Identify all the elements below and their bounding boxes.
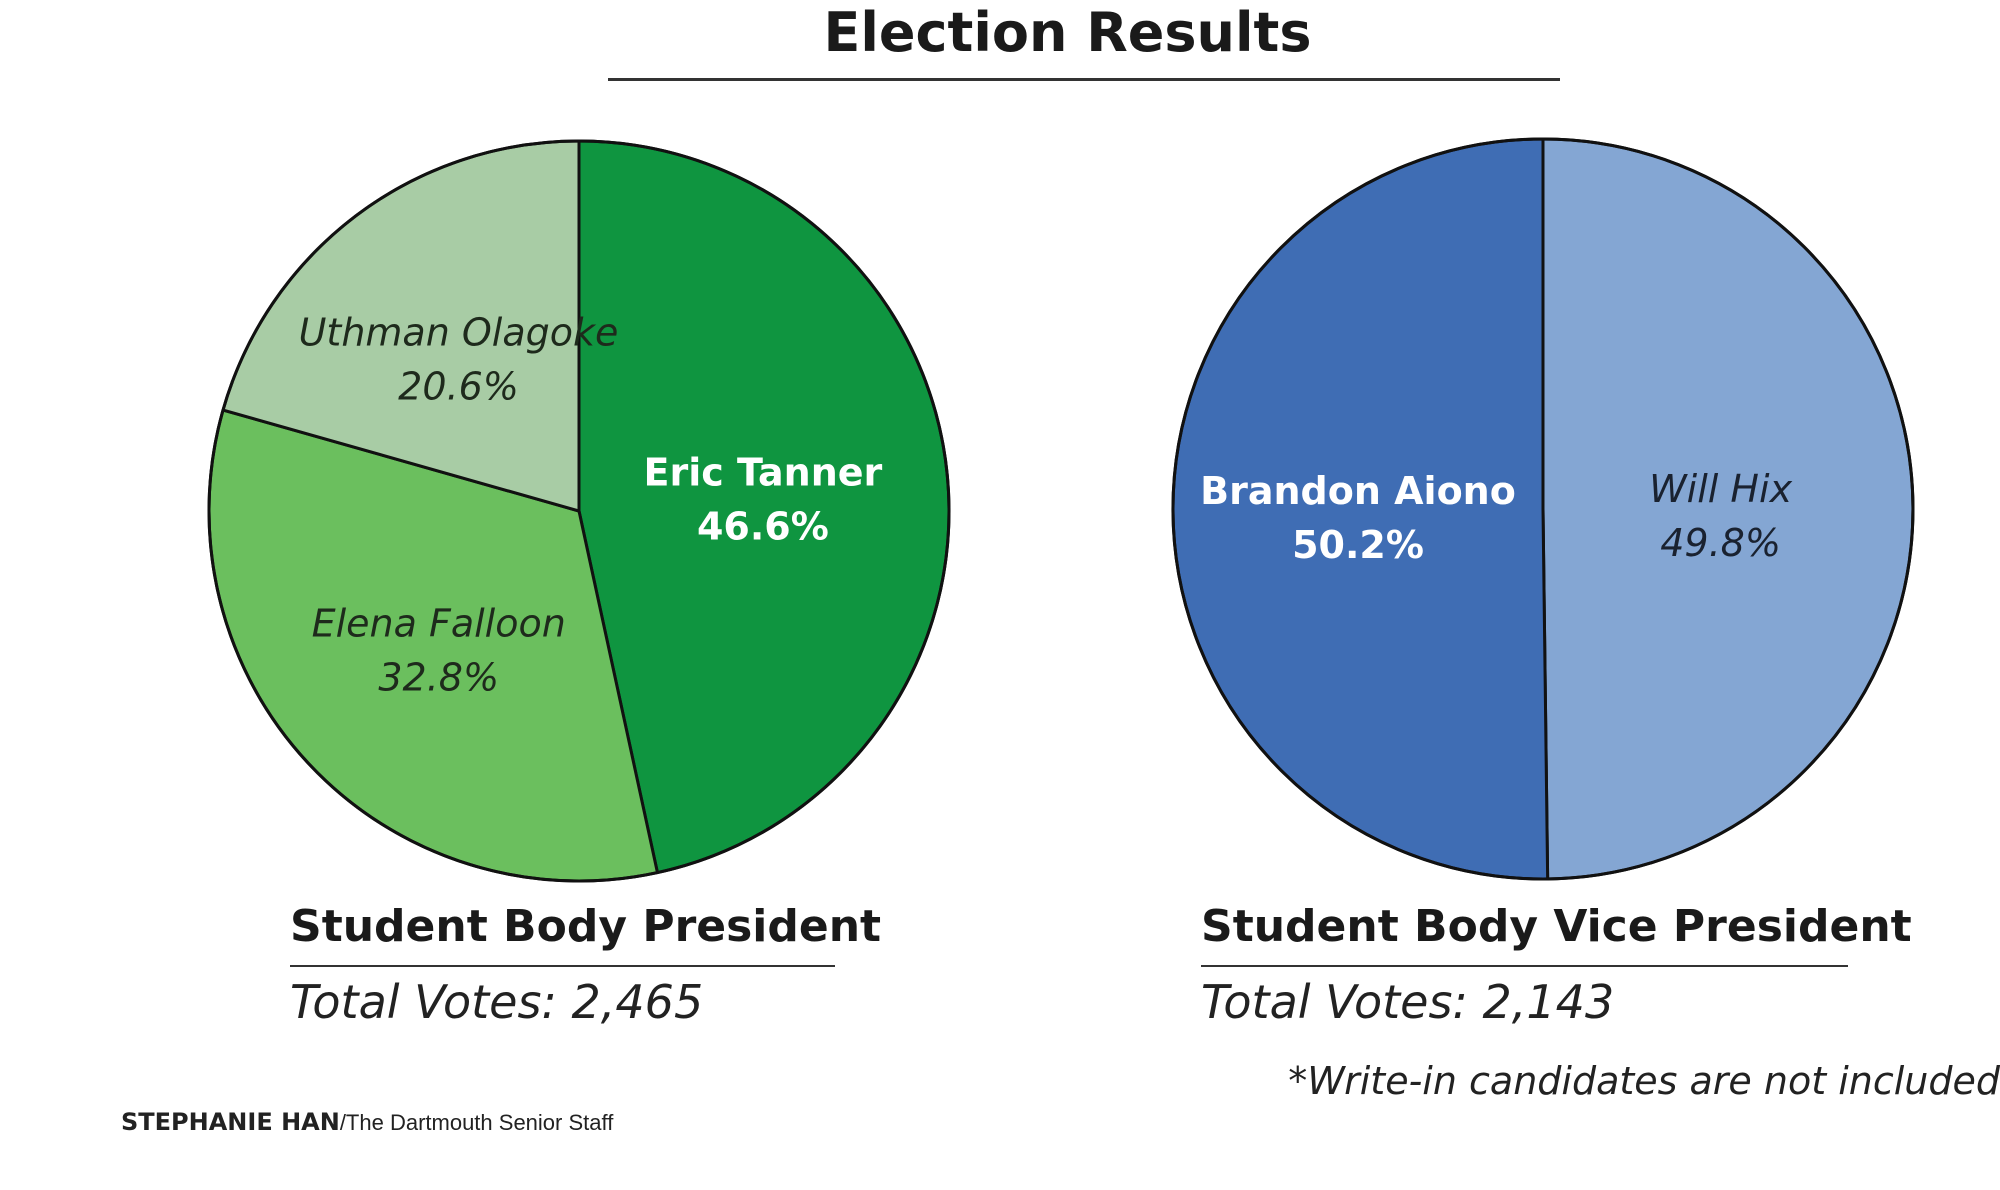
page-title: Election Results [823, 1, 1312, 64]
vice-president-slice-label-brandon-aiono: Brandon Aiono [1200, 469, 1516, 513]
president-slice-value-eric-tanner: 46.6% [697, 504, 829, 548]
credit-affiliation: /The Dartmouth Senior Staff [339, 1110, 614, 1135]
president-total-votes: Total Votes: 2,465 [290, 975, 704, 1029]
vice-president-slice-value-brandon-aiono: 50.2% [1292, 523, 1424, 567]
credit-name: STEPHANIE HAN [121, 1108, 340, 1136]
president-pie-outline [207, 139, 951, 883]
vice-president-title-underline [1201, 965, 1848, 967]
vice-president-chart-title: Student Body Vice President [1201, 901, 1912, 952]
president-chart-title: Student Body President [290, 901, 882, 952]
footnote: *Write-in candidates are not included [1288, 1059, 2000, 1103]
photo-credit: STEPHANIE HAN/The Dartmouth Senior Staff [121, 1107, 613, 1139]
vice-president-total-votes: Total Votes: 2,143 [1201, 975, 1615, 1029]
president-slice-label-uthman-olagoke: Uthman Olagoke [299, 311, 619, 355]
title-underline [608, 78, 1560, 81]
president-slice-value-elena-falloon: 32.8% [378, 656, 499, 700]
president-slice-value-uthman-olagoke: 20.6% [398, 365, 519, 409]
president-slice-label-eric-tanner: Eric Tanner [644, 450, 883, 494]
president-title-underline [290, 965, 835, 967]
vice-president-pie-outline [1171, 137, 1915, 881]
president-slice-label-elena-falloon: Elena Falloon [312, 602, 566, 646]
vice-president-slice-label-will-hix: Will Hix [1649, 467, 1792, 511]
vice-president-slice-value-will-hix: 49.8% [1660, 521, 1781, 565]
